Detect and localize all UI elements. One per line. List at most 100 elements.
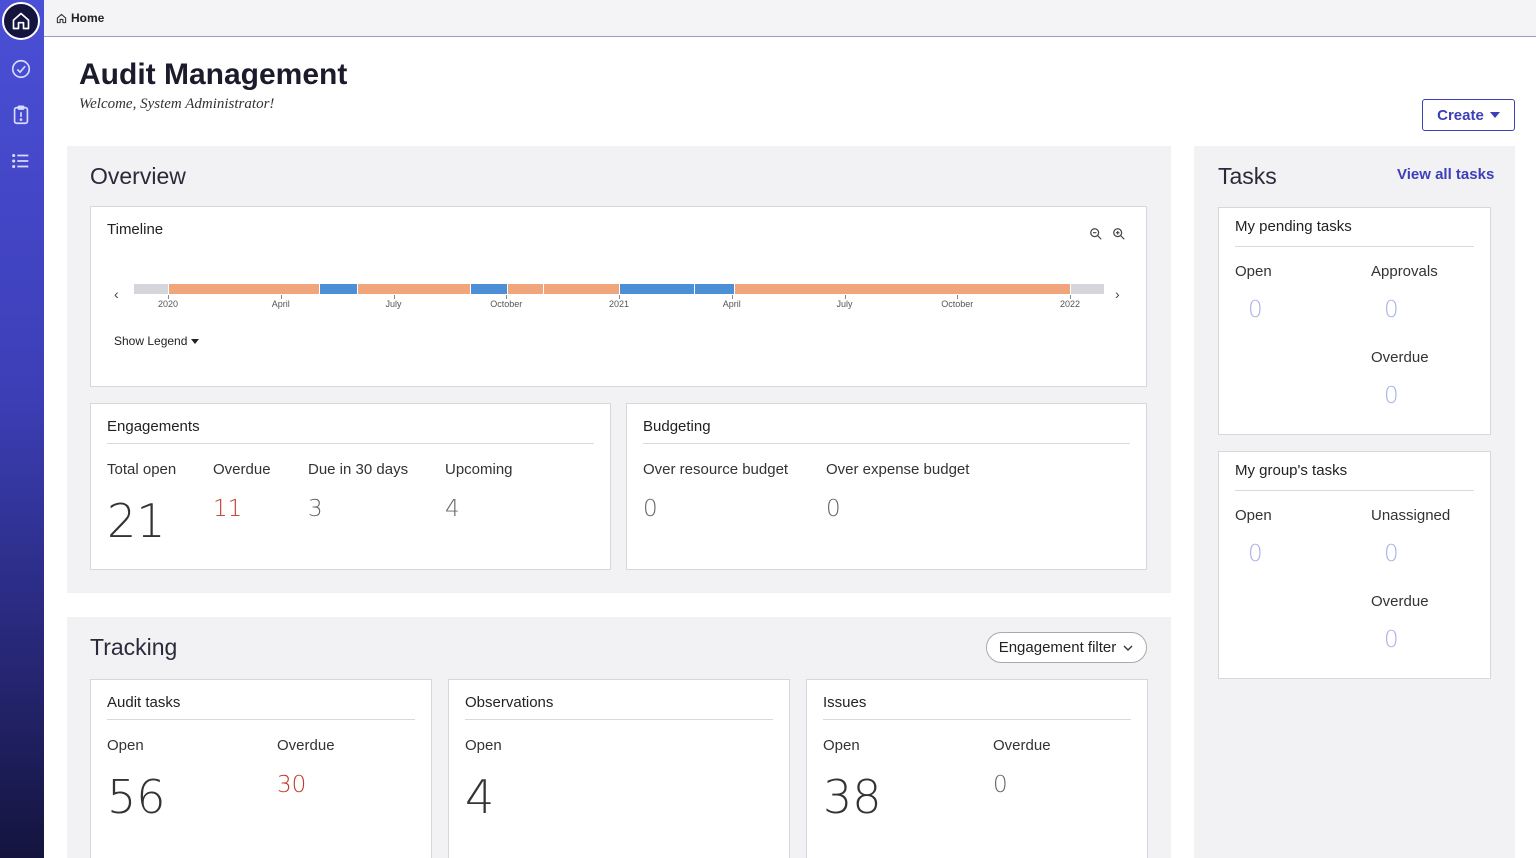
home-icon bbox=[56, 13, 67, 23]
show-legend-toggle[interactable]: Show Legend bbox=[114, 334, 200, 348]
my-group-tasks-card: My group's tasks Open 0 Unassigned 0 Ove… bbox=[1218, 451, 1491, 679]
timeline-tick-label: 2022 bbox=[1059, 295, 1081, 309]
engagements-card: Engagements Total open 21 Overdue 11 Due… bbox=[90, 403, 611, 570]
pending-overdue-value[interactable]: 0 bbox=[1384, 383, 1399, 409]
overdue-label: Overdue bbox=[213, 461, 271, 478]
home-nav-button[interactable] bbox=[2, 2, 40, 40]
timeline-segment-planned[interactable] bbox=[507, 284, 544, 294]
create-button[interactable]: Create bbox=[1422, 99, 1515, 131]
observations-title: Observations bbox=[465, 694, 554, 711]
my-pending-tasks-card: My pending tasks Open 0 Approvals 0 Over… bbox=[1218, 207, 1491, 435]
issues-card: Issues Open 38 Overdue 0 bbox=[806, 679, 1148, 858]
breadcrumb-home-label: Home bbox=[71, 11, 105, 25]
upcoming-value[interactable]: 4 bbox=[445, 496, 460, 522]
engagement-filter-label: Engagement filter bbox=[998, 639, 1117, 656]
timeline-prev-button[interactable]: ‹ bbox=[114, 286, 119, 302]
observations-open-value[interactable]: 4 bbox=[465, 770, 495, 824]
overview-title: Overview bbox=[90, 163, 186, 189]
caret-down-icon bbox=[1489, 112, 1500, 118]
tasks-panel: Tasks My pending tasks Open 0 Approvals … bbox=[1194, 146, 1515, 858]
list-icon bbox=[12, 153, 29, 169]
audits-nav-button[interactable] bbox=[8, 102, 34, 128]
tracking-title: Tracking bbox=[90, 634, 178, 660]
over-expense-value[interactable]: 0 bbox=[826, 496, 841, 522]
view-all-tasks-link[interactable]: View all tasks bbox=[1397, 166, 1495, 183]
list-nav-button[interactable] bbox=[8, 148, 34, 174]
overdue-label: Overdue bbox=[993, 737, 1051, 754]
upcoming-label: Upcoming bbox=[445, 461, 513, 478]
zoom-in-icon[interactable] bbox=[1112, 227, 1126, 241]
timeline-tick-label: 2020 bbox=[157, 295, 179, 309]
divider bbox=[823, 719, 1131, 720]
chevron-down-icon bbox=[1123, 645, 1133, 651]
issues-open-value[interactable]: 38 bbox=[823, 770, 882, 824]
unassigned-label: Unassigned bbox=[1371, 507, 1451, 524]
check-circle-icon bbox=[11, 59, 31, 79]
timeline-axis: 2020 April July October 2021 April July October… bbox=[134, 295, 1104, 313]
clipboard-alert-icon bbox=[13, 105, 29, 125]
timeline-tick-label: April bbox=[722, 295, 741, 309]
overdue-label: Overdue bbox=[1371, 593, 1429, 610]
audit-tasks-title: Audit tasks bbox=[107, 694, 181, 711]
page-title: Audit Management bbox=[79, 58, 348, 91]
timeline-segment-planned[interactable] bbox=[356, 284, 470, 294]
timeline-segment-active[interactable] bbox=[693, 284, 734, 294]
approvals-label: Approvals bbox=[1371, 263, 1438, 280]
timeline-tick-label: April bbox=[271, 295, 290, 309]
divider bbox=[1235, 490, 1474, 491]
tracking-panel: Tracking Audit tasks Open 56 Overdue 30 … bbox=[67, 617, 1171, 858]
timeline-segment-planned[interactable] bbox=[543, 284, 620, 294]
over-resource-value[interactable]: 0 bbox=[643, 496, 658, 522]
timeline-title: Timeline bbox=[107, 221, 164, 238]
due-30-value[interactable]: 3 bbox=[308, 496, 323, 522]
pending-approvals-value[interactable]: 0 bbox=[1384, 297, 1399, 323]
pending-open-value[interactable]: 0 bbox=[1248, 297, 1263, 323]
group-open-value[interactable]: 0 bbox=[1248, 541, 1263, 567]
overview-panel: Overview Timeline ‹ › 2020 April July Octob… bbox=[67, 146, 1171, 593]
breadcrumb[interactable]: Home bbox=[56, 11, 104, 25]
timeline-tick-label: July bbox=[836, 295, 853, 309]
timeline-bar bbox=[134, 284, 1104, 294]
group-title: My group's tasks bbox=[1235, 462, 1348, 479]
top-bar: Home bbox=[44, 0, 1536, 37]
timeline-segment-active[interactable] bbox=[470, 284, 508, 294]
observations-card: Observations Open 4 bbox=[448, 679, 790, 858]
total-open-value[interactable]: 21 bbox=[107, 494, 166, 548]
timeline-card: Timeline ‹ › 2020 April July October 2021 Apr… bbox=[90, 206, 1147, 387]
timeline-segment-active[interactable] bbox=[318, 284, 357, 294]
group-overdue-value[interactable]: 0 bbox=[1384, 627, 1399, 653]
budgeting-title: Budgeting bbox=[643, 418, 711, 435]
divider bbox=[1235, 246, 1474, 247]
timeline-segment-planned[interactable] bbox=[168, 284, 319, 294]
overdue-label: Overdue bbox=[1371, 349, 1429, 366]
audit-tasks-open-value[interactable]: 56 bbox=[107, 770, 166, 824]
engagements-title: Engagements bbox=[107, 418, 200, 435]
audit-tasks-overdue-value[interactable]: 30 bbox=[277, 772, 307, 798]
timeline-segment-active[interactable] bbox=[619, 284, 694, 294]
timeline-tick-label: October bbox=[941, 295, 974, 309]
overdue-value[interactable]: 11 bbox=[213, 496, 243, 522]
zoom-out-icon[interactable] bbox=[1089, 227, 1103, 241]
audit-tasks-card: Audit tasks Open 56 Overdue 30 bbox=[90, 679, 432, 858]
timeline-segment-planned[interactable] bbox=[733, 284, 1070, 294]
engagement-filter-button[interactable]: Engagement filter bbox=[986, 632, 1147, 663]
over-expense-label: Over expense budget bbox=[826, 461, 970, 478]
open-label: Open bbox=[465, 737, 502, 754]
open-label: Open bbox=[1235, 507, 1272, 524]
divider bbox=[465, 719, 773, 720]
divider bbox=[107, 719, 415, 720]
due-30-label: Due in 30 days bbox=[308, 461, 409, 478]
open-label: Open bbox=[107, 737, 144, 754]
issues-overdue-value[interactable]: 0 bbox=[993, 772, 1008, 798]
tasks-title: Tasks bbox=[1218, 163, 1277, 189]
timeline-segment-idle[interactable] bbox=[134, 284, 169, 294]
divider bbox=[107, 443, 594, 444]
issues-title: Issues bbox=[823, 694, 867, 711]
timeline-segment-idle[interactable] bbox=[1069, 284, 1104, 294]
timeline-next-button[interactable]: › bbox=[1115, 286, 1120, 302]
group-unassigned-value[interactable]: 0 bbox=[1384, 541, 1399, 567]
tasks-nav-button[interactable] bbox=[8, 56, 34, 82]
pending-title: My pending tasks bbox=[1235, 218, 1352, 235]
caret-down-icon bbox=[191, 338, 200, 344]
create-button-label: Create bbox=[1437, 106, 1484, 124]
